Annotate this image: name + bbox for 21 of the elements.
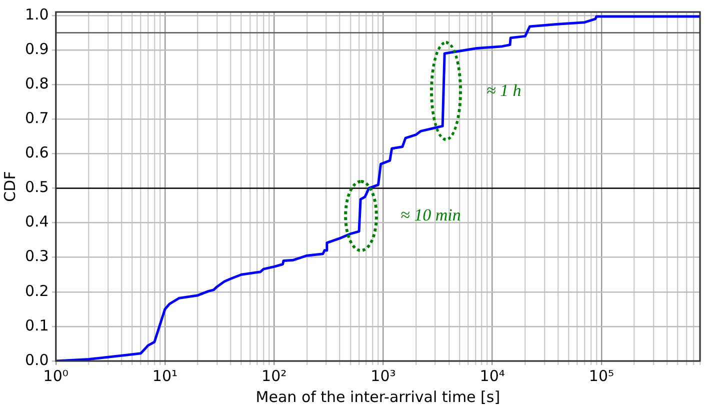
y-tick-label: 0.7 (24, 109, 49, 128)
x-axis-title: Mean of the inter-arrival time [s] (256, 388, 500, 406)
y-tick-label: 0.1 (24, 316, 49, 334)
annotation: ≈ 10 min (400, 205, 461, 224)
annotation: ≈ 1 h (486, 80, 522, 100)
x-tick-label: 10² (262, 366, 287, 385)
x-tick-label: 10⁵ (588, 366, 614, 385)
y-tick-label: 0.8 (24, 74, 49, 92)
y-tick-label: 0.2 (24, 282, 49, 300)
y-tick-label: 0.9 (24, 40, 49, 58)
x-tick-label: 10¹ (152, 366, 178, 385)
y-tick-label: 0.3 (24, 247, 49, 266)
x-tick-label: 10⁴ (480, 366, 505, 385)
x-tick-label: 10⁰ (43, 366, 68, 385)
y-axis-title: CDF (0, 171, 19, 202)
y-tick-label: 0.4 (24, 212, 49, 231)
y-tick-label: 0.0 (24, 350, 49, 369)
y-tick-label: 0.5 (24, 178, 49, 196)
y-tick-label: 0.6 (24, 144, 49, 162)
y-tick-label: 1.0 (24, 5, 49, 24)
x-tick-label: 10³ (370, 366, 396, 385)
